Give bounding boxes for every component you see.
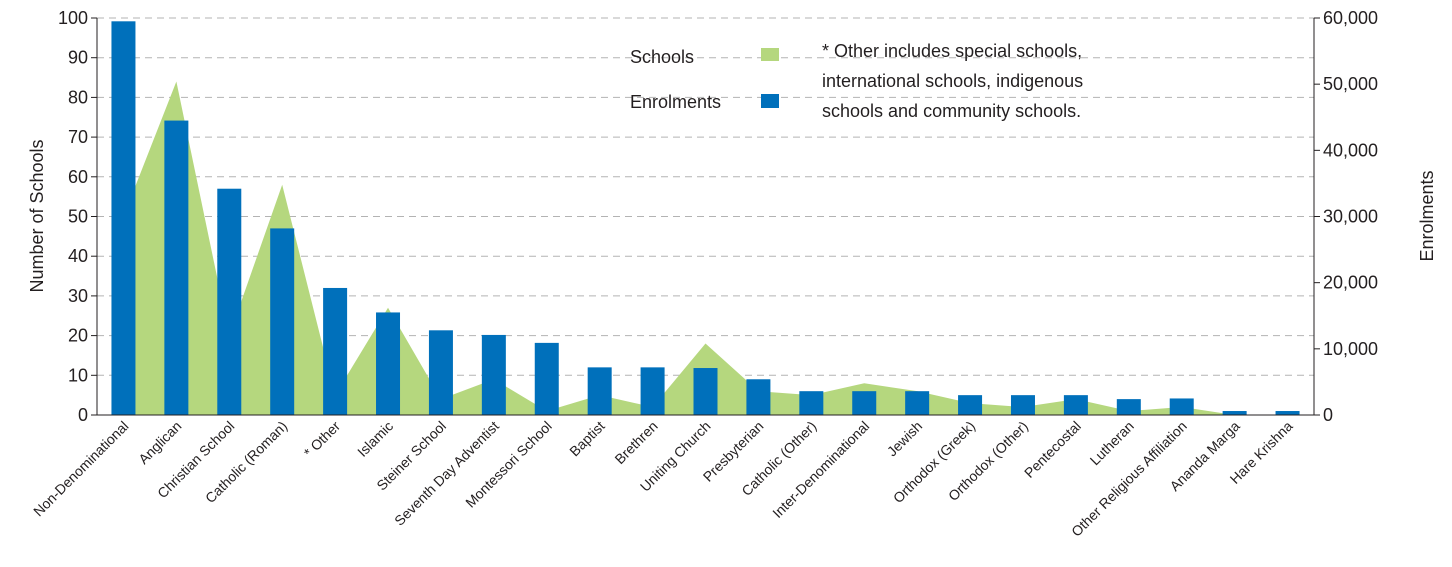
left-tick-label: 30 — [68, 286, 88, 306]
right-axis-title: Enrolments — [1417, 170, 1437, 261]
enrolment-bar — [111, 21, 136, 416]
left-tick-label: 40 — [68, 246, 88, 266]
right-tick-label: 20,000 — [1323, 273, 1378, 293]
enrolment-bar — [746, 379, 771, 415]
left-tick-label: 100 — [58, 8, 88, 28]
enrolment-bar — [534, 342, 559, 415]
enrolment-bar — [1275, 411, 1300, 415]
category-label: Islamic — [354, 418, 396, 460]
left-axis-title: Number of Schools — [27, 139, 47, 292]
footnote-annotation: * Other includes special schools, intern… — [822, 41, 1083, 121]
enrolment-bar — [1116, 399, 1141, 415]
legend-swatch-schools — [761, 48, 779, 61]
enrolment-bar — [958, 395, 983, 415]
enrolment-bar — [376, 312, 401, 415]
legend: Schools Enrolments — [630, 47, 779, 112]
enrolment-bar — [693, 368, 718, 415]
left-tick-label: 0 — [78, 405, 88, 425]
right-tick-label: 60,000 — [1323, 8, 1378, 28]
enrolment-bar — [587, 367, 612, 415]
enrolment-bar — [481, 334, 506, 415]
right-tick-label: 40,000 — [1323, 140, 1378, 160]
enrolment-bar — [1169, 398, 1194, 415]
legend-label-enrolments: Enrolments — [630, 92, 721, 112]
enrolment-bar — [799, 391, 824, 415]
enrolment-bar — [217, 188, 242, 415]
left-tick-label: 80 — [68, 87, 88, 107]
category-label: Pentecostal — [1021, 418, 1084, 481]
legend-swatch-enrolments — [761, 94, 779, 108]
category-label: Brethren — [611, 418, 660, 467]
enrolment-bar — [1222, 411, 1247, 415]
enrolment-bars-layer — [111, 21, 1300, 416]
left-tick-label: 90 — [68, 48, 88, 68]
right-tick-label: 0 — [1323, 405, 1333, 425]
schools-area-layer — [123, 81, 1288, 416]
category-label: Seventh Day Adventist — [391, 418, 502, 529]
annotation-line-3: schools and community schools. — [822, 101, 1081, 121]
category-label: Jewish — [884, 418, 926, 460]
category-label: * Other — [301, 418, 344, 461]
left-tick-label: 70 — [68, 127, 88, 147]
category-label: Non-Denominational — [30, 418, 132, 520]
enrolment-bar — [270, 228, 295, 415]
enrolment-bar — [1010, 395, 1035, 415]
enrolment-bar — [640, 367, 665, 415]
category-label: Lutheran — [1087, 418, 1137, 468]
category-label: Baptist — [566, 418, 608, 460]
right-tick-label: 50,000 — [1323, 74, 1378, 94]
enrolment-bar — [323, 287, 348, 415]
annotation-line-2: international schools, indigenous — [822, 71, 1083, 91]
right-axis-ticks: 0 10,000 20,000 30,000 40,000 50,000 60,000 — [1314, 8, 1378, 425]
category-label: Anglican — [135, 418, 184, 467]
enrolment-bar — [905, 391, 930, 415]
enrolment-bar — [164, 120, 189, 415]
enrolment-bar — [852, 391, 877, 415]
legend-label-schools: Schools — [630, 47, 694, 67]
enrolment-bar — [428, 330, 453, 415]
annotation-line-1: * Other includes special schools, — [822, 41, 1082, 61]
left-tick-label: 60 — [68, 167, 88, 187]
grid-lines — [97, 17, 1314, 376]
enrolment-bar — [1063, 395, 1088, 415]
right-tick-label: 10,000 — [1323, 339, 1378, 359]
left-tick-label: 20 — [68, 326, 88, 346]
left-tick-label: 10 — [68, 365, 88, 385]
left-tick-label: 50 — [68, 207, 88, 227]
category-label: Inter-Denominational — [769, 418, 872, 521]
right-tick-label: 30,000 — [1323, 207, 1378, 227]
left-axis-ticks: 0 10 20 30 40 50 60 70 80 90 100 — [58, 8, 97, 425]
schools-area — [123, 81, 1288, 416]
